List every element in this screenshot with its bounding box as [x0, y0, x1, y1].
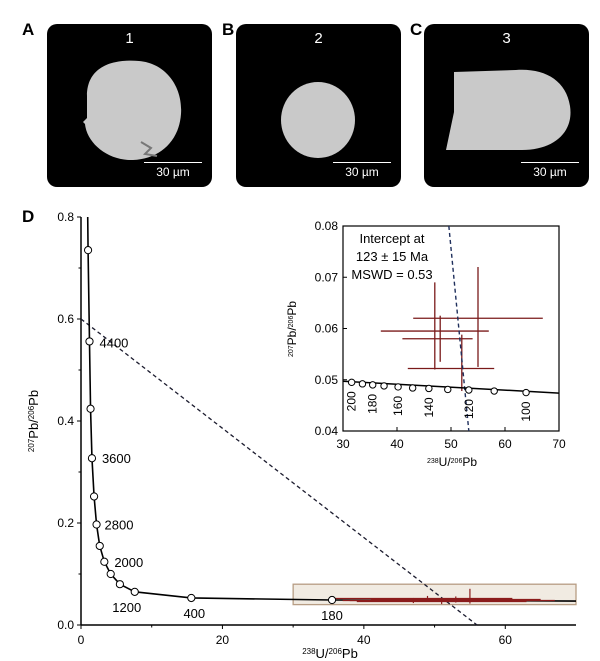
- scale-bar: 30 µm: [144, 162, 202, 179]
- x-tick-label: 20: [216, 633, 230, 647]
- y-tick-label: 0.4: [57, 414, 74, 428]
- concordia-point: [187, 593, 196, 603]
- inset-concordia-point: [522, 388, 530, 397]
- inset-y-tick-label: 0.07: [315, 270, 339, 284]
- concordia-point: [85, 337, 94, 346]
- grain-2-image: [281, 82, 355, 158]
- inset-x-tick-label: 60: [498, 437, 512, 451]
- micrograph-panel-a: 1 30 µm: [47, 24, 212, 187]
- inset-concordia-point: [465, 386, 473, 394]
- inset-x-tick-label: 30: [336, 437, 350, 451]
- concordia-point: [130, 587, 139, 596]
- inset-concordia-point: [394, 383, 402, 391]
- inset-concordia-point: [490, 387, 498, 395]
- inset-age-label: 140: [422, 397, 436, 417]
- scale-label: 30 µm: [533, 165, 567, 179]
- concordia-point: [327, 595, 337, 605]
- inset-y-tick-label: 0.04: [315, 424, 339, 438]
- inset-discordia-line: [448, 225, 470, 432]
- inset-x-tick-label: 70: [552, 437, 566, 451]
- panel-a-letter: A: [22, 20, 35, 39]
- y-axis-label: 207Pb/206Pb: [26, 390, 41, 452]
- inset-concordia-point: [425, 384, 433, 393]
- panel-c-letter: C: [410, 20, 423, 39]
- inset-annotation: MSWD = 0.53: [351, 267, 432, 282]
- inset-x-axis-label: 238U/206Pb: [427, 455, 477, 469]
- grain-3-image: [446, 69, 571, 150]
- concordia-point: [89, 492, 99, 501]
- scale-label: 30 µm: [156, 165, 190, 179]
- y-tick-label: 0.2: [57, 516, 74, 530]
- inset-age-label: 200: [345, 391, 359, 411]
- age-label: 1200: [112, 600, 141, 615]
- micrograph-panel-c: 3 30 µm: [424, 24, 589, 187]
- y-tick-label: 0.0: [57, 618, 74, 632]
- panel-b-letter: B: [222, 20, 235, 39]
- inset-concordia-point: [358, 380, 367, 388]
- scale-bar: 30 µm: [333, 162, 391, 179]
- inset-y-tick-label: 0.05: [315, 373, 339, 387]
- concordia-point: [100, 557, 109, 566]
- concordia-point: [115, 580, 124, 589]
- micrograph-panel-b: 2 30 µm: [236, 24, 401, 187]
- inset-annotation: 123 ± 15 Ma: [356, 249, 429, 264]
- inset-y-tick-label: 0.06: [315, 322, 339, 336]
- inset-annotation: Intercept at: [359, 231, 424, 246]
- age-label: 4400: [99, 335, 128, 350]
- concordia-point: [106, 569, 115, 579]
- inset-age-label: 160: [391, 396, 405, 416]
- inset-x-tick-label: 50: [444, 437, 458, 451]
- panel-d-letter: D: [22, 207, 35, 226]
- inset-concordia-point: [444, 385, 452, 394]
- inset-x-tick-label: 40: [390, 437, 404, 451]
- y-tick-label: 0.8: [57, 210, 74, 224]
- inset-concordia-point: [408, 384, 417, 392]
- age-label: 3600: [102, 451, 131, 466]
- age-label: 2800: [105, 518, 134, 533]
- y-tick-label: 0.6: [57, 312, 74, 326]
- grain-1-image: [83, 60, 182, 161]
- inset-concordia-point: [347, 378, 356, 387]
- inset-frame: [342, 225, 560, 432]
- scale-bar: 30 µm: [521, 162, 579, 179]
- concordia-point: [86, 404, 95, 413]
- scale-label: 30 µm: [345, 165, 379, 179]
- age-label: 2000: [114, 555, 143, 570]
- x-tick-label: 60: [499, 633, 513, 647]
- concordia-point: [92, 520, 101, 529]
- inset-y-axis-label: 207Pb/206Pb: [285, 301, 299, 357]
- concordia-point: [83, 246, 93, 255]
- x-axis-label: 238U/206Pb: [302, 646, 358, 661]
- x-tick-label: 40: [357, 633, 371, 647]
- concordia-point: [87, 454, 97, 463]
- age-label: 400: [183, 606, 205, 621]
- inset-age-label: 100: [519, 401, 533, 421]
- grain-number: 3: [502, 30, 511, 47]
- inset-age-label: 180: [366, 394, 380, 414]
- inset-concordia-point: [380, 382, 388, 390]
- x-tick-label: 0: [78, 633, 85, 647]
- inset-concordia-point: [369, 381, 377, 389]
- grain-number: 2: [314, 30, 323, 47]
- inset-age-label: 120: [462, 399, 476, 419]
- inset-y-tick-label: 0.08: [315, 219, 339, 233]
- grain-number: 1: [125, 30, 134, 47]
- age-label: 180: [321, 608, 343, 623]
- concordia-point: [95, 541, 104, 551]
